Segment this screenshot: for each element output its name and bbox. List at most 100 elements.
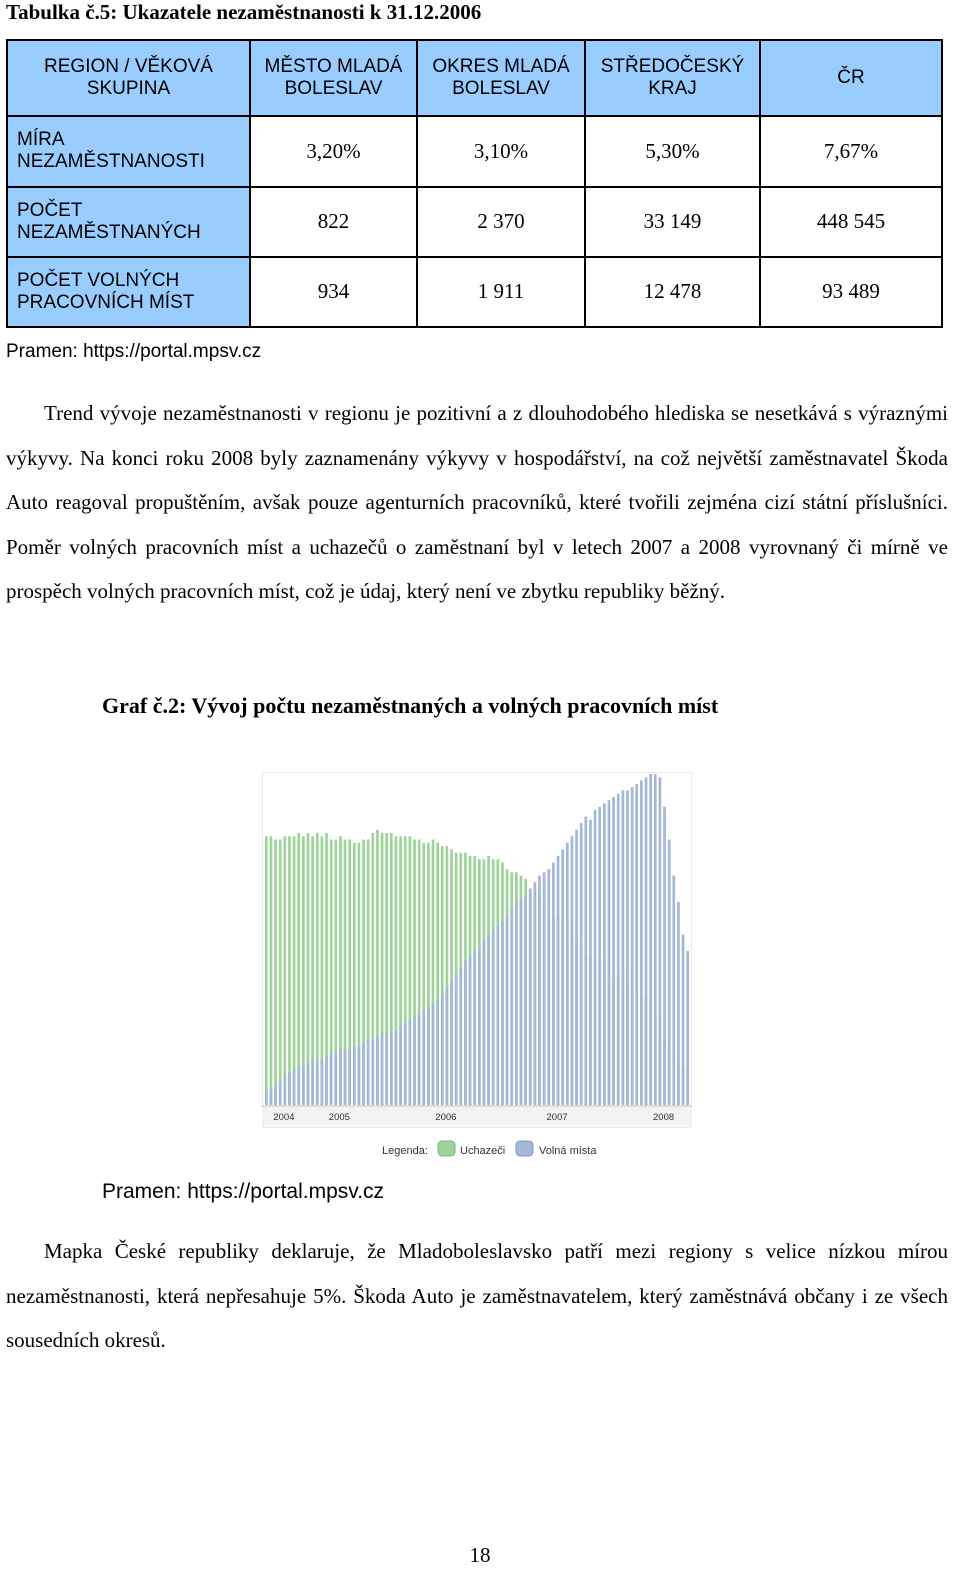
table-cell: 448 545: [759, 185, 943, 258]
bar-uchazeci: [269, 836, 273, 1105]
bar-volna-mista: [473, 950, 477, 1105]
bar-volna-mista: [450, 980, 453, 1105]
bar-volna-mista: [681, 934, 685, 1105]
bar-volna-mista: [389, 1032, 393, 1105]
bar-volna-mista: [552, 862, 555, 1105]
bar-uchazeci: [385, 832, 389, 1105]
bar-volna-mista: [352, 1046, 356, 1105]
bar-uchazeci: [302, 836, 305, 1105]
bar-uchazeci: [408, 836, 412, 1105]
x-tick-label: 2006: [435, 1112, 456, 1123]
bar-uchazeci: [376, 829, 379, 1105]
table-cell: 7,67%: [759, 115, 943, 188]
table-corner-header: REGION / VĚKOVÁ SKUPINA: [6, 38, 251, 118]
bar-volna-mista: [547, 869, 551, 1105]
bar-volna-mista: [325, 1055, 328, 1105]
bar-volna-mista: [320, 1059, 324, 1105]
table-cell: 93 489: [759, 255, 943, 329]
bar-volna-mista: [644, 777, 648, 1105]
bar-volna-mista: [427, 1006, 430, 1105]
bar-volna-mista: [579, 823, 583, 1105]
bar-volna-mista: [366, 1039, 370, 1105]
bar-volna-mista: [584, 816, 588, 1105]
x-tick-label: 2004: [273, 1112, 294, 1123]
bar-volna-mista: [468, 954, 472, 1105]
chart-background: [262, 772, 692, 1162]
legend-label-volna-mista: Volná místa: [539, 1145, 597, 1157]
bar-volna-mista: [348, 1049, 352, 1105]
bar-volna-mista: [264, 1091, 268, 1105]
bar-volna-mista: [292, 1068, 296, 1105]
bar-volna-mista: [315, 1059, 319, 1105]
unemployment-table: REGION / VĚKOVÁ SKUPINA MĚSTO MLADÁ BOLE…: [6, 38, 943, 329]
row-header-rate: MÍRA NEZAMĚSTNANOSTI: [6, 115, 251, 188]
x-tick-label: 2005: [329, 1112, 350, 1123]
bar-volna-mista: [394, 1029, 398, 1105]
bar-volna-mista: [357, 1046, 361, 1105]
bar-volna-mista: [542, 872, 546, 1105]
bar-volna-mista: [570, 836, 574, 1105]
bar-volna-mista: [459, 967, 463, 1105]
row-header-vacancies: POČET VOLNÝCH PRACOVNÍCH MÍST: [6, 255, 251, 329]
bar-volna-mista: [454, 973, 458, 1105]
bar-volna-mista: [329, 1052, 333, 1105]
table-cell: 3,20%: [249, 115, 418, 188]
series-volna-mista: [264, 774, 690, 1105]
paragraph-trend: Trend vývoje nezaměstnanosti v regionu j…: [6, 401, 948, 603]
bar-volna-mista: [371, 1039, 375, 1105]
table-row-vacancies: POČET VOLNÝCH PRACOVNÍCH MÍST 934 1 911 …: [6, 255, 943, 329]
bar-uchazeci: [264, 836, 268, 1105]
bar-volna-mista: [302, 1065, 305, 1105]
bar-volna-mista: [482, 941, 486, 1105]
bar-volna-mista: [589, 819, 592, 1105]
bar-volna-mista: [362, 1042, 365, 1105]
legend-title: Legenda:: [382, 1145, 428, 1157]
bar-uchazeci: [422, 842, 426, 1105]
bar-volna-mista: [556, 855, 560, 1105]
bar-volna-mista: [422, 1009, 426, 1105]
table-row-unemployed: POČET NEZAMĚSTNANÝCH 822 2 370 33 149 44…: [6, 185, 943, 258]
bar-uchazeci: [399, 836, 402, 1105]
bar-uchazeci: [366, 839, 370, 1105]
bar-uchazeci: [315, 832, 319, 1105]
bar-volna-mista: [630, 787, 634, 1105]
bar-uchazeci: [325, 832, 328, 1105]
bar-uchazeci: [297, 832, 301, 1105]
bar-volna-mista: [533, 882, 537, 1105]
bar-volna-mista: [413, 1016, 416, 1105]
bar-volna-mista: [686, 950, 690, 1105]
bar-volna-mista: [677, 901, 680, 1105]
legend-swatch-uchazeci: [437, 1140, 456, 1157]
bar-volna-mista: [667, 839, 671, 1105]
bar-volna-mista: [607, 800, 611, 1105]
legend-label-uchazeci: Uchazeči: [460, 1145, 505, 1157]
bar-uchazeci: [274, 839, 277, 1105]
bar-volna-mista: [399, 1026, 402, 1105]
bar-uchazeci: [357, 842, 361, 1105]
table-cell: 3,10%: [416, 115, 586, 188]
bar-uchazeci: [288, 836, 291, 1105]
bar-volna-mista: [612, 796, 615, 1105]
chart-legend: Legenda: Uchazeči Volná místa: [382, 1140, 597, 1157]
bar-volna-mista: [565, 842, 569, 1105]
bar-volna-mista: [501, 921, 504, 1105]
bar-uchazeci: [380, 832, 384, 1105]
x-axis-band: [262, 1107, 692, 1125]
x-tick-label: 2007: [547, 1112, 568, 1123]
bar-uchazeci: [329, 839, 333, 1105]
table-cell: 12 478: [584, 255, 761, 329]
bar-volna-mista: [519, 898, 523, 1105]
table-header-row: REGION / VĚKOVÁ SKUPINA MĚSTO MLADÁ BOLE…: [6, 38, 943, 118]
bar-volna-mista: [376, 1036, 379, 1105]
bar-volna-mista: [561, 849, 565, 1105]
bar-volna-mista: [515, 901, 518, 1105]
bar-volna-mista: [283, 1075, 287, 1105]
bar-volna-mista: [297, 1065, 301, 1105]
bar-uchazeci: [362, 839, 365, 1105]
bar-uchazeci: [436, 842, 439, 1105]
bar-volna-mista: [510, 908, 514, 1105]
table-source: Pramen: https://portal.mpsv.cz: [6, 341, 262, 362]
bar-volna-mista: [593, 810, 597, 1105]
table-cell: 934: [249, 255, 418, 329]
bar-uchazeci: [413, 839, 416, 1105]
